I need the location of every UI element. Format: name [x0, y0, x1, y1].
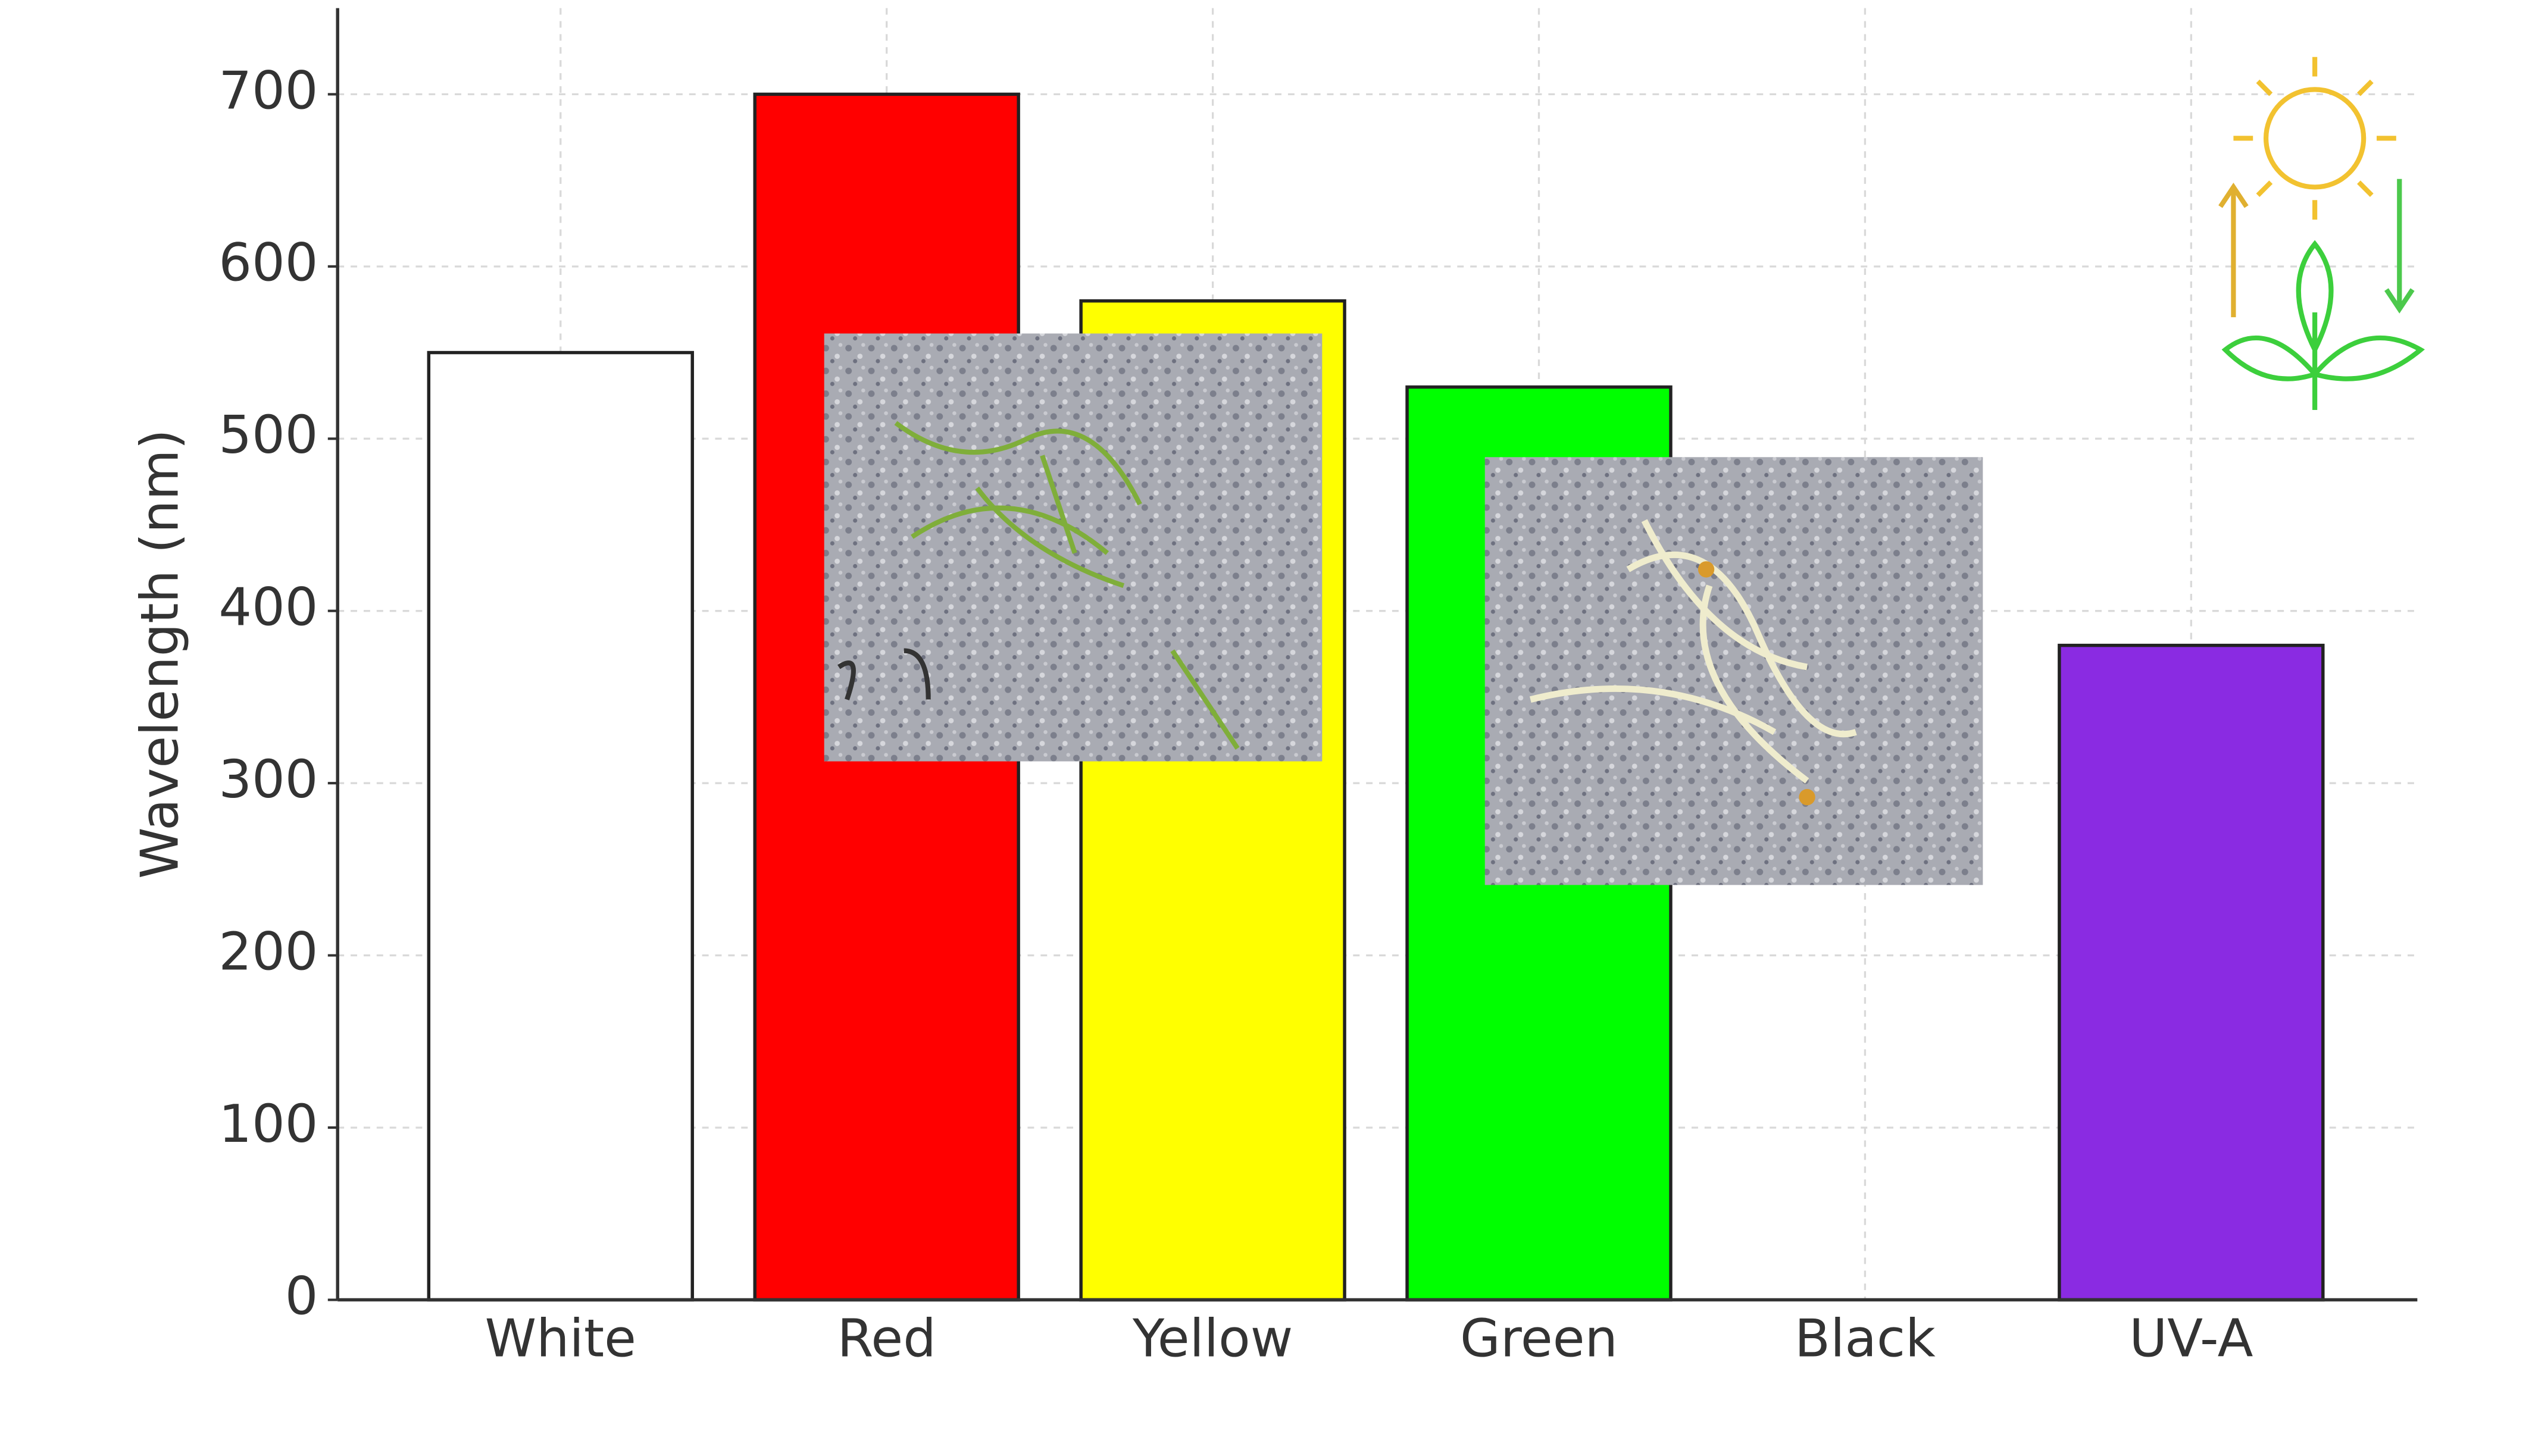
bar [2058, 643, 2325, 1302]
x-tick-label: White [485, 1308, 636, 1369]
y-tick-label: 0 [285, 1266, 318, 1326]
sun-plant-icon [2218, 57, 2425, 410]
y-tick-label: 400 [218, 577, 318, 638]
photo-inset [824, 333, 1323, 762]
y-axis-label: Wavelength (nm) [130, 429, 190, 879]
x-tick-label: Red [837, 1308, 936, 1369]
x-tick-label: Yellow [1132, 1308, 1293, 1369]
x-tick-label: Black [1795, 1308, 1936, 1369]
y-tick-label: 500 [218, 405, 318, 465]
x-tick-label: Green [1460, 1308, 1618, 1369]
photo-inset [1484, 457, 1983, 885]
y-tick-label: 600 [218, 233, 318, 293]
y-tick-label: 200 [218, 922, 318, 982]
y-tick-label: 100 [218, 1094, 318, 1154]
bar [427, 350, 694, 1302]
y-tick-label: 300 [218, 749, 318, 810]
y-tick-label: 700 [218, 60, 318, 121]
x-tick-label: UV-A [2129, 1308, 2253, 1369]
